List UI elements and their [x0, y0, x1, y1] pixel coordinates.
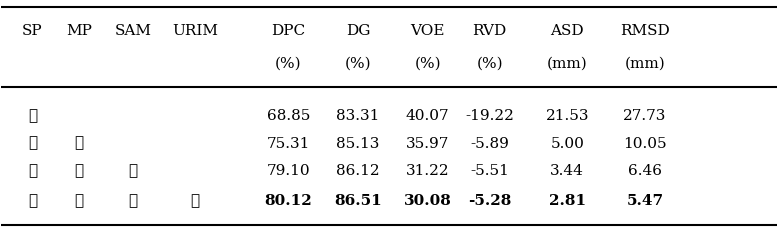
Text: 2.81: 2.81 — [548, 193, 586, 207]
Text: ✓: ✓ — [28, 109, 37, 122]
Text: (%): (%) — [476, 56, 503, 70]
Text: ✓: ✓ — [28, 193, 37, 207]
Text: 85.13: 85.13 — [336, 136, 380, 150]
Text: ✓: ✓ — [28, 163, 37, 177]
Text: (mm): (mm) — [547, 56, 587, 70]
Text: (%): (%) — [345, 56, 371, 70]
Text: ✓: ✓ — [28, 136, 37, 150]
Text: RVD: RVD — [473, 24, 507, 38]
Text: 83.31: 83.31 — [336, 109, 380, 122]
Text: (%): (%) — [415, 56, 441, 70]
Text: ✓: ✓ — [128, 193, 138, 207]
Text: ✓: ✓ — [75, 163, 83, 177]
Text: 5.00: 5.00 — [550, 136, 584, 150]
Text: 40.07: 40.07 — [406, 109, 450, 122]
Text: ✓: ✓ — [191, 193, 200, 207]
Text: 31.22: 31.22 — [406, 163, 450, 177]
Text: 80.12: 80.12 — [265, 193, 312, 207]
Text: -5.89: -5.89 — [471, 136, 510, 150]
Text: SAM: SAM — [114, 24, 152, 38]
Text: 5.47: 5.47 — [626, 193, 664, 207]
Text: 30.08: 30.08 — [404, 193, 452, 207]
Text: 3.44: 3.44 — [550, 163, 584, 177]
Text: VOE: VOE — [411, 24, 445, 38]
Text: 21.53: 21.53 — [545, 109, 589, 122]
Text: (mm): (mm) — [625, 56, 665, 70]
Text: 79.10: 79.10 — [266, 163, 310, 177]
Text: 27.73: 27.73 — [623, 109, 667, 122]
Text: SP: SP — [22, 24, 43, 38]
Text: DPC: DPC — [272, 24, 305, 38]
Text: 68.85: 68.85 — [267, 109, 310, 122]
Text: 6.46: 6.46 — [628, 163, 662, 177]
Text: -5.28: -5.28 — [468, 193, 511, 207]
Text: 86.51: 86.51 — [334, 193, 382, 207]
Text: ✓: ✓ — [75, 193, 83, 207]
Text: 86.12: 86.12 — [336, 163, 380, 177]
Text: ASD: ASD — [551, 24, 584, 38]
Text: ✓: ✓ — [128, 163, 138, 177]
Text: ✓: ✓ — [75, 136, 83, 150]
Text: 10.05: 10.05 — [623, 136, 667, 150]
Text: -5.51: -5.51 — [471, 163, 510, 177]
Text: 75.31: 75.31 — [267, 136, 310, 150]
Text: RMSD: RMSD — [620, 24, 670, 38]
Text: MP: MP — [66, 24, 92, 38]
Text: 35.97: 35.97 — [406, 136, 450, 150]
Text: (%): (%) — [275, 56, 302, 70]
Text: URIM: URIM — [172, 24, 218, 38]
Text: DG: DG — [345, 24, 370, 38]
Text: -19.22: -19.22 — [465, 109, 514, 122]
